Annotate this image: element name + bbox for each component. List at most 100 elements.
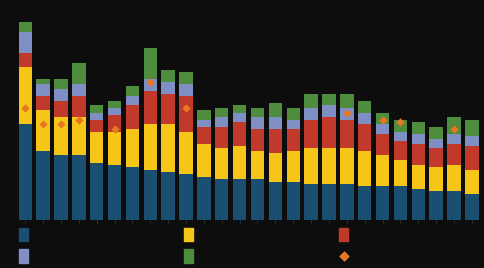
Bar [214, 108, 228, 117]
Bar [18, 32, 32, 53]
Bar [72, 84, 85, 96]
Bar [339, 148, 353, 184]
Point [449, 127, 457, 131]
Bar [375, 113, 389, 124]
Bar [179, 72, 192, 84]
Bar [321, 148, 335, 184]
Bar [321, 117, 335, 148]
Bar [232, 179, 246, 220]
Bar [411, 144, 424, 165]
Bar [18, 124, 32, 220]
Bar [375, 124, 389, 134]
Bar [197, 120, 210, 127]
Bar [107, 115, 121, 132]
Bar [18, 22, 32, 32]
Bar [107, 101, 121, 108]
Bar [36, 110, 50, 151]
Bar [179, 132, 192, 174]
Bar [36, 84, 50, 96]
Point [339, 254, 347, 258]
Bar [268, 129, 282, 153]
Bar [428, 191, 442, 220]
Bar [304, 184, 317, 220]
Bar [357, 101, 371, 113]
Bar [161, 94, 175, 124]
Bar [143, 124, 157, 170]
Bar [357, 187, 371, 220]
Bar [268, 153, 282, 182]
Bar [250, 108, 264, 117]
Bar [464, 193, 478, 220]
Bar [268, 182, 282, 220]
Bar [250, 151, 264, 179]
Bar [107, 165, 121, 220]
Bar [179, 96, 192, 132]
Bar [304, 94, 317, 108]
Bar [304, 120, 317, 148]
Bar [72, 155, 85, 220]
Bar [286, 151, 299, 182]
Bar [428, 127, 442, 139]
Bar [268, 103, 282, 117]
Bar [393, 160, 406, 187]
Bar [90, 113, 103, 120]
Bar [125, 129, 139, 167]
Point [342, 110, 350, 115]
Bar [143, 170, 157, 220]
Bar [286, 182, 299, 220]
Bar [250, 117, 264, 129]
Bar [54, 101, 68, 117]
Bar [54, 155, 68, 220]
Bar [339, 94, 353, 108]
Bar [464, 146, 478, 170]
Bar [125, 86, 139, 96]
Bar [321, 184, 335, 220]
Bar [357, 151, 371, 187]
Bar [179, 84, 192, 96]
Bar [125, 105, 139, 129]
Bar [197, 177, 210, 220]
Bar [72, 117, 85, 155]
Bar [214, 179, 228, 220]
Bar [446, 144, 460, 165]
Point [39, 122, 47, 126]
Bar [393, 120, 406, 132]
Bar [232, 113, 246, 122]
Bar [375, 134, 389, 155]
Bar [90, 132, 103, 163]
Bar [72, 62, 85, 84]
Bar [286, 129, 299, 151]
Bar [18, 53, 32, 67]
Bar [446, 134, 460, 144]
Point [110, 127, 118, 131]
Bar [286, 120, 299, 129]
Bar [250, 179, 264, 220]
Bar [197, 144, 210, 177]
Bar [54, 117, 68, 155]
Bar [36, 96, 50, 110]
Bar [161, 70, 175, 81]
Bar [54, 79, 68, 89]
Bar [90, 120, 103, 132]
Bar [125, 167, 139, 220]
Bar [197, 127, 210, 144]
Bar [36, 151, 50, 220]
Bar [232, 122, 246, 146]
Bar [375, 155, 389, 187]
Bar [339, 108, 353, 120]
Bar [197, 110, 210, 120]
Bar [321, 105, 335, 117]
Point [75, 118, 83, 122]
Bar [107, 108, 121, 115]
Point [146, 79, 154, 84]
Bar [214, 127, 228, 148]
Bar [143, 48, 157, 79]
Bar [464, 170, 478, 193]
Bar [250, 129, 264, 151]
Bar [90, 163, 103, 220]
Bar [428, 167, 442, 191]
Point [378, 118, 386, 122]
Bar [268, 117, 282, 129]
Bar [428, 148, 442, 167]
Bar [214, 148, 228, 179]
